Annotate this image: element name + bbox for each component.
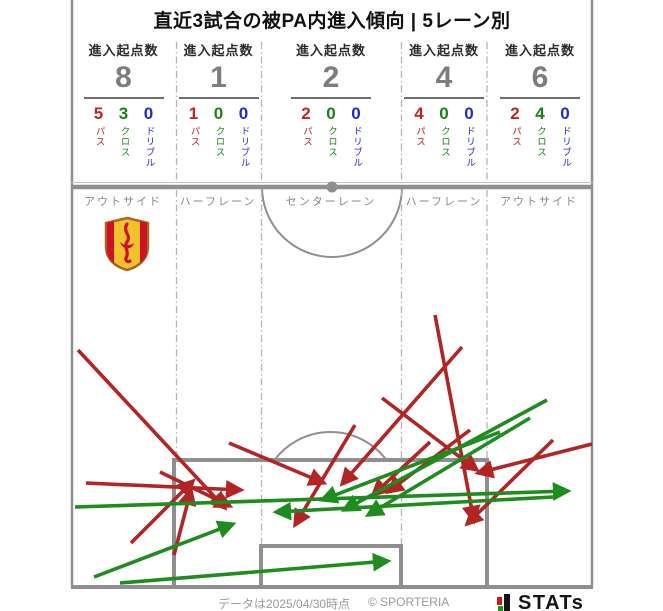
lane-total: 2 [322, 61, 340, 94]
lane-total: 1 [210, 61, 227, 94]
lane-column-4: 進入起点数 4 4 パス 0 クロス 0 ドリブル [401, 40, 487, 182]
lane-total: 8 [115, 61, 132, 94]
lane-column-1: 進入起点数 8 5 パス 3 クロス 0 ドリブル [71, 40, 176, 182]
penalty-box [172, 458, 489, 589]
pass-label: パス [188, 126, 200, 147]
pass-entry-arrow [85, 479, 245, 499]
dribble-count: 0 [464, 104, 474, 123]
penalty-arc [273, 431, 388, 461]
lane-header: 進入起点数 [408, 43, 479, 58]
pass-entry-arrow [433, 314, 481, 525]
lane-name-centre: センターレーン [285, 196, 377, 208]
copyright: © SPORTERIA [368, 595, 450, 609]
dribble-label: ドリブル [464, 126, 475, 168]
pass-count: 1 [188, 104, 199, 123]
cross-count: 3 [118, 104, 129, 123]
pass-count: 4 [414, 104, 424, 123]
divider [178, 97, 259, 99]
dribble-label: ドリブル [351, 126, 362, 168]
cross-label: クロス [118, 126, 130, 158]
lane-name-outside-right: アウトサイド [500, 196, 578, 208]
pass-count: 2 [301, 104, 311, 123]
pass-entry-arrow [339, 345, 464, 487]
dribble-count: 0 [351, 104, 361, 123]
bar-chart-icon [497, 594, 512, 611]
cross-label: クロス [535, 126, 546, 158]
club-crest [104, 216, 150, 272]
pass-label: パス [510, 126, 521, 147]
pass-label: パス [414, 126, 425, 147]
lane-header: 進入起点数 [183, 43, 254, 58]
divider [500, 97, 580, 99]
lane-total: 6 [531, 61, 549, 94]
crest-stripes [107, 218, 147, 270]
cross-entry-arrow [93, 520, 237, 579]
lane-column-2: 進入起点数 1 1 パス 0 クロス 0 ドリブル [176, 40, 261, 182]
cross-entry-arrow [340, 398, 548, 512]
dribble-label: ドリブル [560, 126, 571, 168]
lane-name-outside-left: アウトサイド [84, 196, 162, 208]
lane-name-half-right: ハーフレーン [405, 196, 483, 208]
pass-count: 2 [510, 104, 520, 123]
cross-count: 4 [535, 104, 545, 123]
dribble-label: ドリブル [143, 126, 155, 168]
cross-entry-arrow [119, 552, 392, 585]
lane-header: 進入起点数 [295, 43, 366, 58]
pass-entry-arrow [76, 348, 228, 511]
cross-label: クロス [439, 126, 450, 158]
cross-count: 0 [326, 104, 336, 123]
centre-circle [261, 186, 403, 258]
lane-header: 進入起点数 [88, 43, 159, 58]
crest-flame [123, 222, 132, 264]
cross-count: 0 [213, 104, 224, 123]
entry-arrows [74, 314, 593, 585]
pass-label: パス [301, 126, 312, 147]
dribble-count: 0 [143, 104, 154, 123]
lane-header: 進入起点数 [504, 43, 575, 58]
lane-column-5: 進入起点数 6 2 パス 4 クロス 0 ドリブル [487, 40, 593, 182]
divider [291, 97, 371, 99]
lane-name-half-left: ハーフレーン [179, 196, 257, 208]
lane-column-3: 進入起点数 2 2 パス 0 クロス 0 ドリブル [261, 40, 401, 182]
stats-column-dividers [175, 42, 488, 181]
dribble-count: 0 [238, 104, 249, 123]
data-date-note: データは2025/04/30時点 [218, 597, 351, 611]
cross-entry-arrow [318, 430, 501, 504]
pass-entry-arrow [464, 438, 555, 527]
pass-entry-arrow [228, 441, 328, 486]
lane-total: 4 [435, 61, 453, 94]
page-title: 直近3試合の被PA内進入傾向 | 5レーン別 [153, 11, 511, 32]
cross-label: クロス [213, 126, 225, 158]
centre-spot [326, 181, 338, 193]
dribble-count: 0 [560, 104, 570, 123]
footer: データは2025/04/30時点 © SPORTERIA STATs [0, 592, 663, 611]
divider [404, 97, 484, 99]
pass-entry-arrow [293, 424, 357, 529]
pass-count: 5 [93, 104, 104, 123]
cross-entry-arrow [364, 416, 531, 517]
pass-label: パス [93, 126, 105, 147]
dribble-label: ドリブル [238, 126, 250, 168]
stats-logo: STATs [497, 592, 584, 611]
cross-label: クロス [326, 126, 337, 158]
cross-count: 0 [439, 104, 449, 123]
divider [83, 97, 164, 99]
stats-logo-text: STATs [518, 592, 585, 611]
cross-entry-arrow [272, 495, 554, 521]
